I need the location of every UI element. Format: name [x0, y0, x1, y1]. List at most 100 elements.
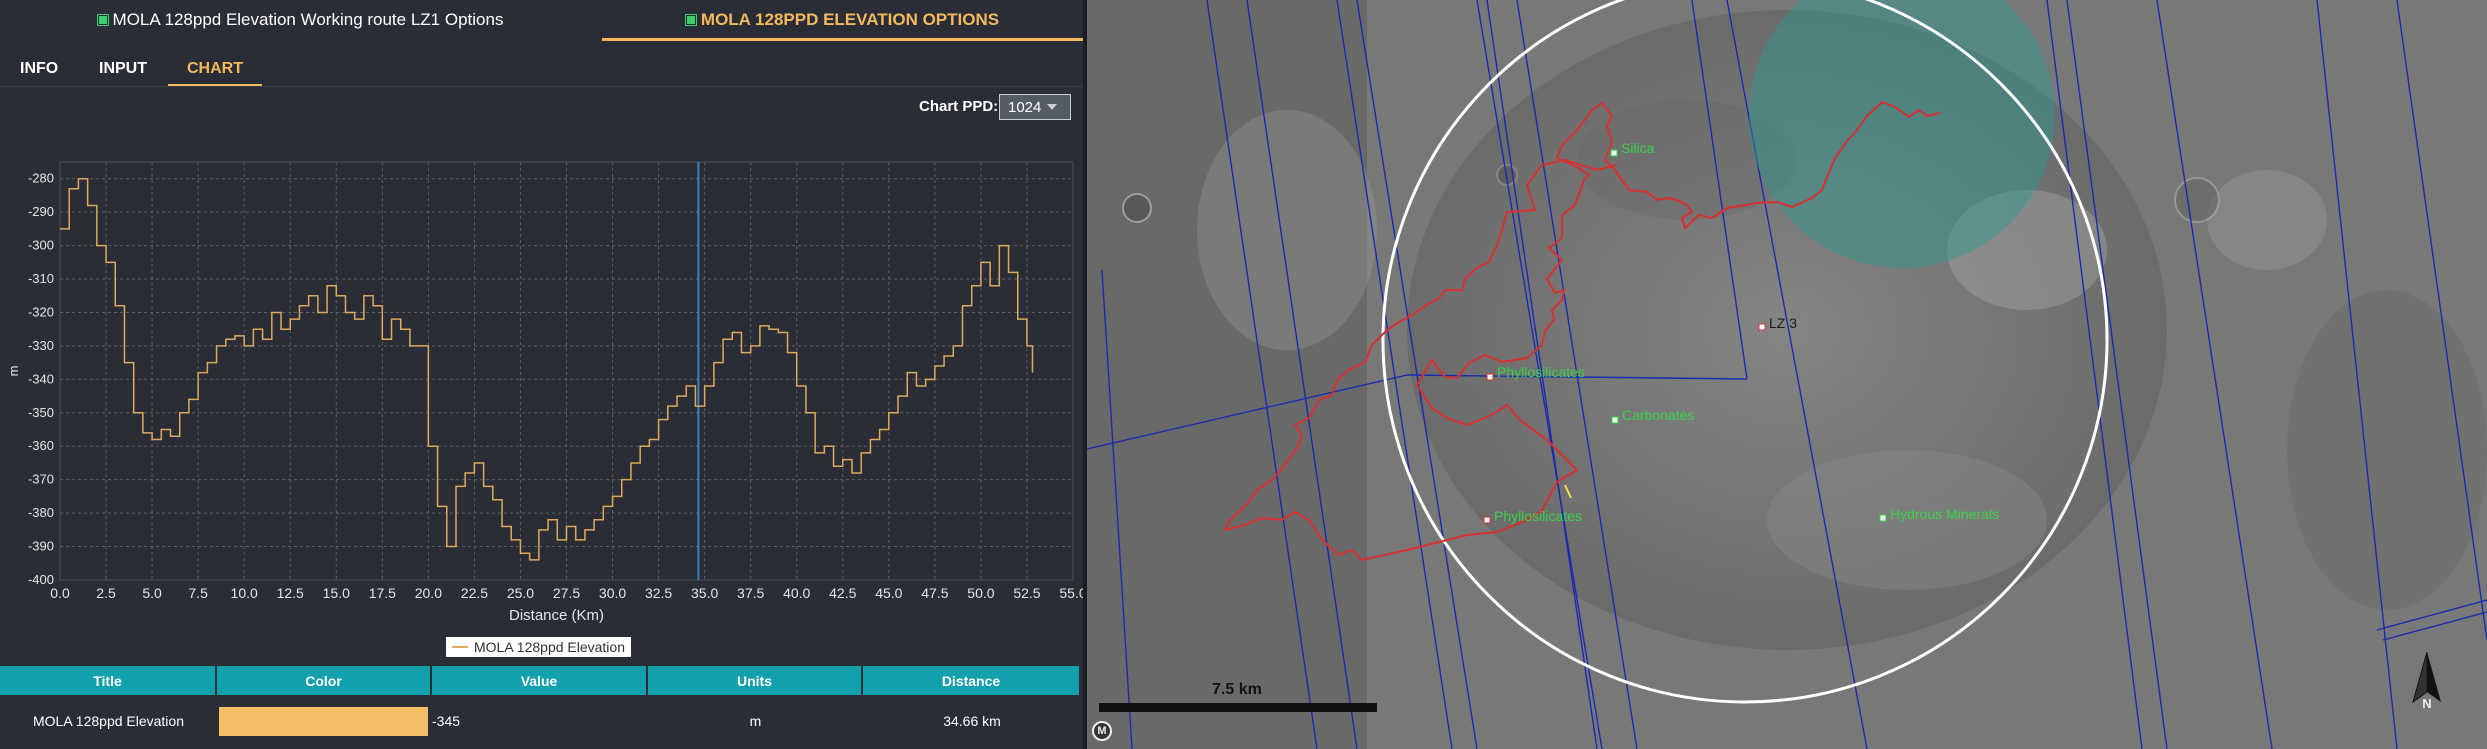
x-tick-label: 55.0	[1059, 585, 1083, 601]
subtab-info[interactable]: INFO	[20, 60, 59, 77]
x-tick-labels: 0.0 2.5 5.0 7.5 10.0 12.5 15.0 17.5 20.0 22.5 25.0…	[50, 585, 1083, 601]
tab-elevation-options[interactable]: MOLA 128PPD ELEVATION OPTIONS	[602, 0, 1083, 40]
label-hydrous-minerals: Hydrous Minerals	[1890, 506, 1999, 522]
marker-hydrous-minerals[interactable]	[1879, 514, 1887, 522]
x-tick-label: 2.5	[96, 585, 116, 601]
tab-label: MOLA 128ppd Elevation Working route LZ1 …	[112, 10, 504, 29]
map-markers: Silica LZ 3 Phyllosilicates Carbonates P…	[1483, 140, 1999, 524]
footprint-line	[2376, 599, 2487, 631]
column-header-value[interactable]: Value	[432, 666, 648, 695]
subtab-input[interactable]: INPUT	[99, 60, 147, 77]
marker-carbonates[interactable]	[1611, 416, 1619, 424]
series-line-mola-elevation	[60, 177, 1034, 561]
map-view[interactable]: Silica LZ 3 Phyllosilicates Carbonates P…	[1087, 0, 2487, 749]
footprint-line	[1476, 0, 1603, 749]
x-tick-label: 35.0	[691, 585, 718, 601]
footprint-line	[1206, 0, 1318, 749]
profile-panel: MOLA 128ppd Elevation Working route LZ1 …	[0, 0, 1083, 749]
x-tick-label: 10.0	[231, 585, 258, 601]
terrain-patch	[2287, 290, 2487, 610]
legend-entry: MOLA 128ppd Elevation	[474, 639, 625, 655]
tab-label: MOLA 128PPD ELEVATION OPTIONS	[700, 10, 1000, 29]
footprint-line	[1486, 0, 1598, 749]
route-cursor-marker	[1564, 484, 1572, 499]
y-tick-label: -310	[28, 271, 54, 286]
footprint-line	[1726, 0, 1868, 749]
x-tick-label: 45.0	[875, 585, 902, 601]
x-tick-label: 47.5	[921, 585, 948, 601]
marker-phyllosilicates-lower[interactable]	[1483, 516, 1491, 524]
cell-color	[217, 706, 432, 736]
footprint-line	[1516, 0, 1638, 749]
landing-ellipse	[1381, 0, 2109, 704]
label-phyllosilicates-lower: Phyllosilicates	[1494, 508, 1582, 524]
image-footprints	[1087, 0, 2487, 749]
legend-swatch	[452, 646, 468, 648]
x-tick-label: 15.0	[323, 585, 350, 601]
x-tick-label: 52.5	[1013, 585, 1040, 601]
terrain-patch	[1197, 110, 1377, 350]
label-silica: Silica	[1621, 140, 1655, 156]
chart-legend[interactable]: MOLA 128ppd Elevation	[446, 637, 631, 657]
layer-color-icon	[97, 15, 108, 25]
x-axis-label: Distance (Km)	[509, 607, 604, 624]
chart-axes	[59, 161, 1074, 581]
x-tick-label: 50.0	[967, 585, 994, 601]
footprint-line	[1406, 374, 1748, 380]
footprint-line	[2156, 0, 2273, 749]
y-tick-label: -350	[28, 405, 54, 420]
y-tick-label: -370	[28, 472, 54, 487]
terrain-small-crater	[2174, 177, 2220, 223]
label-phyllosilicates-upper: Phyllosilicates	[1497, 364, 1585, 380]
tab-working-route-options[interactable]: MOLA 128ppd Elevation Working route LZ1 …	[0, 0, 601, 40]
footprint-line	[1087, 374, 1408, 450]
x-tick-label: 40.0	[783, 585, 810, 601]
table-row: MOLA 128ppd Elevation -345 m 34.66 km	[0, 703, 1081, 739]
footprint-line	[1691, 0, 1748, 380]
x-tick-label: 17.5	[369, 585, 396, 601]
exclusion-zone	[1749, 0, 2055, 268]
cell-units: m	[749, 713, 762, 729]
column-header-distance[interactable]: Distance	[863, 666, 1081, 695]
map-mode-button[interactable]: M	[1092, 721, 1112, 741]
panel-resize-handle[interactable]	[1083, 0, 1087, 749]
y-tick-labels: -280 -290 -300 -310 -320 -330 -340 -350 -360 -370…	[28, 171, 54, 587]
x-tick-label: 5.0	[142, 585, 162, 601]
elevation-chart[interactable]: -280 -290 -300 -310 -320 -330 -340 -350 -360 -370…	[0, 150, 1083, 630]
x-tick-label: 25.0	[507, 585, 534, 601]
y-tick-label: -380	[28, 505, 54, 520]
map-canvas[interactable]: Silica LZ 3 Phyllosilicates Carbonates P…	[1087, 0, 2487, 749]
label-lz3: LZ 3	[1769, 315, 1797, 331]
y-tick-label: -340	[28, 371, 54, 386]
marker-phyllosilicates-upper[interactable]	[1486, 373, 1494, 381]
y-tick-label: -320	[28, 304, 54, 319]
terrain-patch	[2207, 170, 2327, 270]
footprint-line	[2382, 611, 2487, 641]
scale-bar-label: 7.5 km	[1212, 681, 1262, 698]
x-tick-label: 37.5	[737, 585, 764, 601]
chart-ppd-value: 1024	[1008, 98, 1042, 116]
terrain-dark-band	[1087, 0, 1367, 749]
chart-grid	[59, 162, 1074, 581]
footprint-line	[2316, 0, 2398, 749]
x-tick-label: 30.0	[599, 585, 626, 601]
footprint-line	[1336, 0, 1453, 749]
subtab-chart[interactable]: CHART	[187, 60, 243, 77]
chart-ppd-select[interactable]: 1024	[999, 94, 1071, 120]
y-tick-label: -330	[28, 338, 54, 353]
y-tick-label: -390	[28, 539, 54, 554]
footprint-line	[2046, 0, 2143, 749]
column-header-title[interactable]: Title	[0, 666, 217, 695]
column-header-units[interactable]: Units	[648, 666, 863, 695]
x-tick-label: 42.5	[829, 585, 856, 601]
column-header-color[interactable]: Color	[217, 666, 432, 695]
y-tick-label: -280	[28, 171, 54, 186]
y-tick-label: -300	[28, 238, 54, 253]
y-tick-label: -360	[28, 438, 54, 453]
marker-silica[interactable]	[1610, 149, 1618, 157]
traverse-route[interactable]	[1223, 100, 1941, 562]
chart-ppd-label: Chart PPD:	[919, 98, 999, 115]
north-label: N	[2422, 696, 2431, 710]
x-tick-label: 32.5	[645, 585, 672, 601]
marker-lz3[interactable]	[1758, 323, 1766, 331]
